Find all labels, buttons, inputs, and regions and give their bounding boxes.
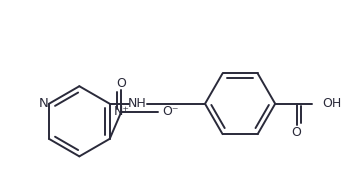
Text: O: O [117, 77, 126, 90]
Text: N⁺: N⁺ [114, 105, 129, 118]
Text: O⁻: O⁻ [162, 105, 178, 118]
Text: OH: OH [322, 97, 341, 110]
Text: N: N [39, 97, 49, 110]
Text: NH: NH [128, 97, 146, 110]
Text: O: O [292, 125, 302, 139]
